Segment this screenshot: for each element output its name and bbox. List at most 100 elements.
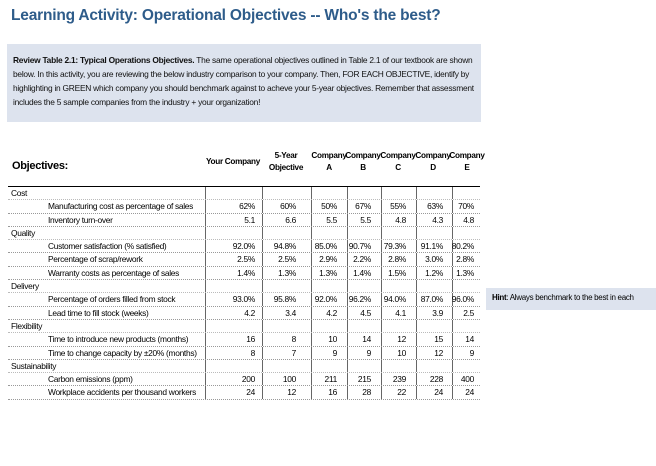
value-cell[interactable]: 95.8% xyxy=(273,294,297,305)
column-separator xyxy=(381,280,382,293)
value-cell[interactable]: 55% xyxy=(390,201,406,212)
value-cell[interactable]: 9 xyxy=(469,347,475,358)
column-separator xyxy=(416,306,417,319)
value-cell[interactable]: 62% xyxy=(239,201,255,212)
column-separator xyxy=(347,280,348,293)
value-cell[interactable]: 96.2% xyxy=(348,294,372,305)
column-separator xyxy=(311,280,312,293)
value-cell[interactable]: 12 xyxy=(397,334,406,345)
value-cell[interactable]: 7 xyxy=(291,347,297,358)
value-cell[interactable]: 24 xyxy=(246,387,255,398)
value-cell[interactable]: 70% xyxy=(458,201,474,212)
value-cell[interactable]: 215 xyxy=(357,374,371,385)
value-cell[interactable]: 28 xyxy=(362,387,371,398)
value-cell[interactable]: 4.5 xyxy=(360,307,371,318)
value-cell[interactable]: 93.0% xyxy=(232,294,256,305)
value-cell[interactable]: 12 xyxy=(434,347,443,358)
value-cell[interactable]: 239 xyxy=(392,374,406,385)
column-header-line1: 5-Year xyxy=(274,151,298,160)
objective-label: Inventory turn-over xyxy=(48,214,113,225)
value-cell[interactable]: 14 xyxy=(465,334,474,345)
value-cell[interactable]: 5.1 xyxy=(244,214,255,225)
value-cell[interactable]: 79.3% xyxy=(383,241,407,252)
value-cell[interactable]: 24 xyxy=(465,387,474,398)
value-cell[interactable]: 22 xyxy=(397,387,406,398)
value-cell[interactable]: 2.9% xyxy=(319,254,337,265)
value-cell[interactable]: 90.7% xyxy=(348,241,372,252)
objectives-header: Objectives: xyxy=(12,160,69,172)
value-cell[interactable]: 96.0% xyxy=(451,294,475,305)
category-row: Flexibility xyxy=(8,319,480,334)
category-label: Delivery xyxy=(11,281,39,292)
value-cell[interactable]: 5.5 xyxy=(326,214,337,225)
value-cell[interactable]: 4.2 xyxy=(244,307,255,318)
value-cell[interactable]: 1.3% xyxy=(456,267,474,278)
value-cell[interactable]: 10 xyxy=(397,347,406,358)
value-cell[interactable]: 1.3% xyxy=(278,267,296,278)
value-cell[interactable]: 200 xyxy=(241,374,255,385)
value-cell[interactable]: 211 xyxy=(324,374,338,385)
column-separator xyxy=(347,359,348,373)
value-cell[interactable]: 2.2% xyxy=(353,254,371,265)
value-cell[interactable]: 2.8% xyxy=(456,254,474,265)
value-cell[interactable]: 60% xyxy=(280,201,296,212)
value-cell[interactable]: 1.4% xyxy=(353,267,371,278)
value-cell[interactable]: 400 xyxy=(460,374,474,385)
value-cell[interactable]: 14 xyxy=(362,334,371,345)
value-cell[interactable]: 1.4% xyxy=(237,267,255,278)
value-cell[interactable]: 80.2% xyxy=(451,241,475,252)
column-separator xyxy=(205,213,206,226)
value-cell[interactable]: 6.6 xyxy=(285,214,296,225)
value-cell[interactable]: 91.1% xyxy=(420,241,444,252)
value-cell[interactable]: 2.5% xyxy=(237,254,255,265)
value-cell[interactable]: 16 xyxy=(246,334,255,345)
value-cell[interactable]: 3.9 xyxy=(432,307,443,318)
column-separator xyxy=(416,266,417,280)
value-cell[interactable]: 85.0% xyxy=(314,241,338,252)
value-cell[interactable]: 67% xyxy=(355,201,371,212)
value-cell[interactable]: 2.5 xyxy=(463,307,474,318)
value-cell[interactable]: 100 xyxy=(282,374,296,385)
value-cell[interactable]: 4.8 xyxy=(463,214,474,225)
category-label: Cost xyxy=(11,188,28,198)
column-separator xyxy=(452,319,453,333)
value-cell[interactable]: 10 xyxy=(328,334,337,345)
objectives-table: Cost Manufacturing cost as percentage of … xyxy=(8,187,480,400)
column-separator xyxy=(452,240,453,253)
value-cell[interactable]: 1.3% xyxy=(319,267,337,278)
value-cell[interactable]: 1.2% xyxy=(425,267,443,278)
value-cell[interactable]: 5.5 xyxy=(360,214,371,225)
value-cell[interactable]: 4.1 xyxy=(395,307,406,318)
value-cell[interactable]: 4.3 xyxy=(432,214,443,225)
value-cell[interactable]: 2.5% xyxy=(278,254,296,265)
value-cell[interactable]: 87.0% xyxy=(420,294,444,305)
value-cell[interactable]: 24 xyxy=(434,387,443,398)
value-cell[interactable]: 94.8% xyxy=(273,241,297,252)
value-cell[interactable]: 92.0% xyxy=(232,241,256,252)
value-cell[interactable]: 12 xyxy=(287,387,296,398)
column-header: Company B xyxy=(335,150,391,174)
value-cell[interactable]: 9 xyxy=(366,347,372,358)
value-cell[interactable]: 15 xyxy=(434,334,443,345)
column-separator xyxy=(347,306,348,319)
value-cell[interactable]: 3.0% xyxy=(425,254,443,265)
value-cell[interactable]: 4.8 xyxy=(395,214,406,225)
value-cell[interactable]: 228 xyxy=(429,374,443,385)
value-cell[interactable]: 9 xyxy=(332,347,338,358)
value-cell[interactable]: 2.8% xyxy=(388,254,406,265)
table-row: Customer satisfaction (% satisfied) 92.0%… xyxy=(8,240,480,254)
value-cell[interactable]: 16 xyxy=(328,387,337,398)
value-cell[interactable]: 1.5% xyxy=(388,267,406,278)
column-header: Company E xyxy=(439,150,495,174)
column-separator xyxy=(381,373,382,386)
value-cell[interactable]: 94.0% xyxy=(383,294,407,305)
value-cell[interactable]: 4.2 xyxy=(326,307,337,318)
value-cell[interactable]: 8 xyxy=(291,334,297,345)
value-cell[interactable]: 92.0% xyxy=(314,294,338,305)
value-cell[interactable]: 3.4 xyxy=(285,307,296,318)
value-cell[interactable]: 50% xyxy=(321,201,337,212)
value-cell[interactable]: 8 xyxy=(250,347,256,358)
column-separator xyxy=(416,386,417,399)
value-cell[interactable]: 63% xyxy=(427,201,443,212)
column-separator xyxy=(262,280,263,293)
